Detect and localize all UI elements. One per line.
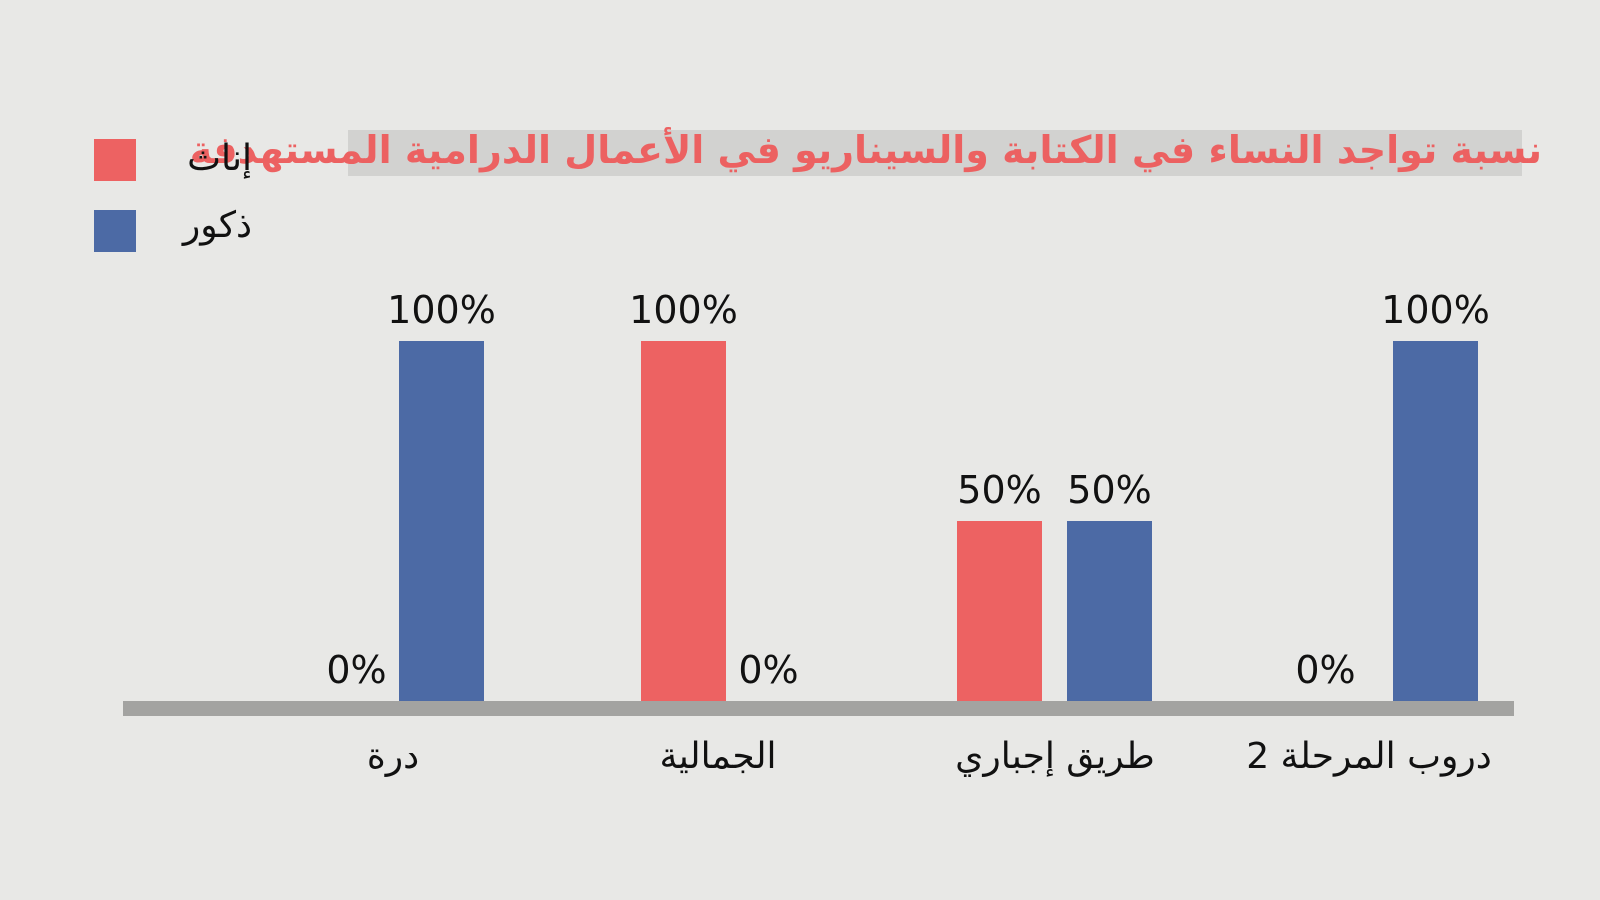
bar-male-0 [399,341,484,701]
chart-title: نسبة تواجد النساء في الكتابة والسيناريو … [189,128,1542,172]
category-label-2: طريق إجباري [955,736,1155,777]
data-label-male-3: 100% [1381,288,1490,332]
bar-male-3 [1393,341,1478,701]
legend-label-male: ذكور [182,205,252,246]
data-label-female-2: 50% [957,468,1041,512]
legend-swatch-female [94,139,136,181]
data-label-female-0: 0% [326,648,386,692]
legend-swatch-male [94,210,136,252]
bar-male-2 [1067,521,1152,701]
data-label-female-3: 0% [1295,648,1355,692]
category-label-1: الجمالية [659,736,776,777]
legend-label-female: إناث [187,138,252,179]
data-label-male-2: 50% [1067,468,1151,512]
title-highlight [348,130,1522,176]
data-label-female-1: 100% [629,288,738,332]
data-label-male-1: 0% [738,648,798,692]
x-axis-baseline [123,701,1514,716]
category-label-0: درة [367,736,419,777]
bar-female-1 [641,341,726,701]
category-label-3: دروب المرحلة 2 [1246,736,1492,777]
data-label-male-0: 100% [387,288,496,332]
bar-female-2 [957,521,1042,701]
